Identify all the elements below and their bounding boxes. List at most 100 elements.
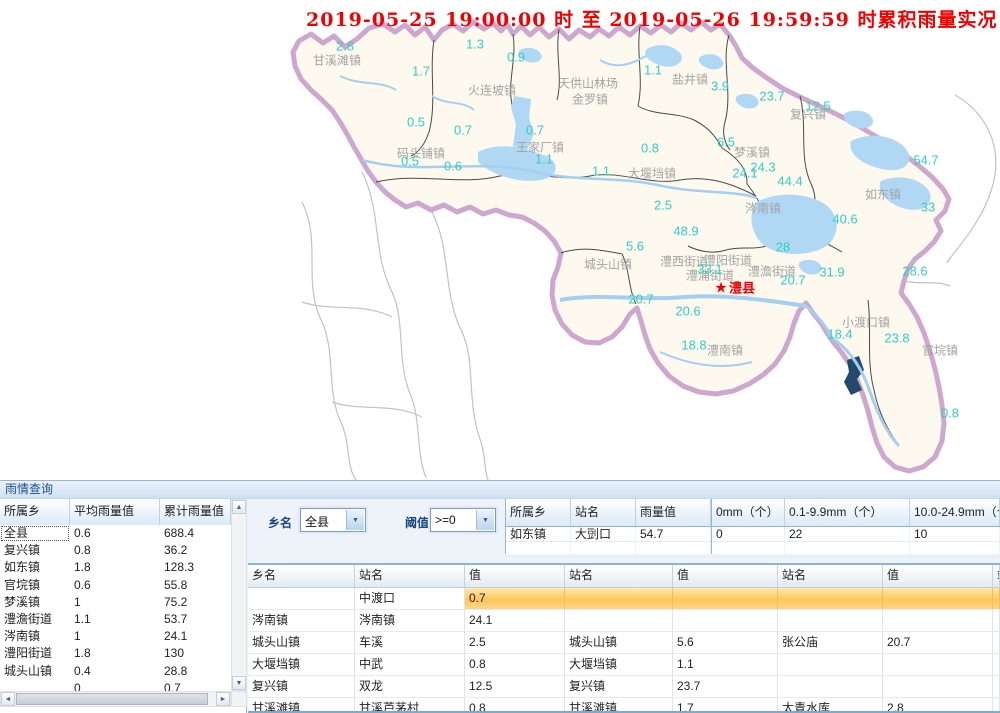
table-row[interactable]: 复兴镇 双龙 12.5 复兴镇 23.7 (248, 676, 1000, 698)
table-cell[interactable]: 城头山镇 (4, 663, 53, 678)
table-row[interactable]: 如东镇 1.8 128.3 (0, 559, 231, 576)
table-row[interactable]: 中渡口 0.7 (248, 588, 1000, 610)
table-cell[interactable]: 0.8 (465, 654, 565, 675)
table-cell[interactable]: 张公庙 (778, 632, 883, 653)
table-cell[interactable] (571, 542, 636, 556)
table-row[interactable]: 官垸镇 0.6 55.8 (0, 577, 231, 594)
table-cell[interactable]: 1 (74, 594, 81, 609)
scroll-right-icon[interactable]: ► (216, 692, 230, 706)
table-cell[interactable]: 如东镇 (4, 560, 41, 575)
table-cell[interactable]: 涔南镇 (355, 610, 465, 631)
table-cell[interactable]: 澧阳街道 (4, 646, 53, 661)
table-cell[interactable]: 澧澹街道 (4, 611, 53, 626)
column-header[interactable]: 0mm（个） (712, 499, 785, 526)
column-header[interactable]: 0.1-9.9mm（个） (785, 499, 910, 526)
table-cell[interactable]: 涔南镇 (248, 610, 355, 631)
table-cell[interactable] (778, 588, 883, 609)
table-cell[interactable]: 128.3 (164, 560, 195, 575)
table-cell[interactable]: 0.7 (164, 680, 181, 691)
table-cell[interactable]: 复兴镇 (4, 543, 41, 558)
table-cell[interactable] (883, 676, 993, 697)
scroll-left-icon[interactable]: ◄ (1, 692, 15, 706)
table-cell[interactable]: 24.1 (465, 610, 565, 631)
table-cell[interactable]: 20.7 (883, 632, 993, 653)
table-cell[interactable]: 0.8 (74, 543, 91, 558)
table-cell[interactable] (506, 542, 571, 556)
table-row[interactable] (712, 542, 1000, 557)
table-row[interactable]: 0 0.7 (0, 680, 231, 691)
table-cell[interactable] (993, 676, 1000, 697)
table-cell[interactable] (778, 654, 883, 675)
table-cell[interactable]: 1.1 (673, 654, 778, 675)
table-cell[interactable]: 甘溪芦茅村 (355, 698, 465, 711)
table-cell[interactable]: 23.7 (673, 676, 778, 697)
table-cell[interactable]: 130 (164, 646, 185, 661)
horizontal-scrollbar[interactable]: ◄ ► (0, 691, 231, 707)
table-row[interactable]: 城头山镇 0.4 28.8 (0, 663, 231, 680)
table-cell[interactable] (636, 542, 711, 556)
table-cell[interactable]: 0.7 (465, 588, 565, 609)
table-cell[interactable]: 0.6 (74, 526, 91, 540)
table-cell[interactable]: 1.8 (74, 560, 91, 575)
max-station-grid[interactable]: 所属乡 站名 雨量值 如东镇 大剅口 54.7 (505, 499, 711, 557)
chevron-down-icon[interactable]: ▼ (476, 510, 494, 530)
column-header[interactable]: 站名 (565, 565, 673, 587)
table-cell[interactable] (883, 654, 993, 675)
table-cell[interactable]: 城头山镇 (565, 632, 673, 653)
table-cell[interactable]: 12.5 (465, 676, 565, 697)
table-cell[interactable]: 1 (74, 629, 81, 644)
table-cell[interactable] (565, 610, 673, 631)
table-cell[interactable] (778, 610, 883, 631)
table-cell[interactable]: 55.8 (164, 577, 188, 592)
scrollbar-thumb[interactable] (16, 693, 208, 705)
table-cell[interactable] (910, 542, 1000, 556)
table-cell[interactable]: 1.7 (673, 698, 778, 711)
table-cell[interactable]: 复兴镇 (248, 676, 355, 697)
table-cell[interactable] (883, 610, 993, 631)
table-cell[interactable]: 城头山镇 (248, 632, 355, 653)
table-cell[interactable]: 官垸镇 (4, 577, 41, 592)
table-cell[interactable]: 复兴镇 (565, 676, 673, 697)
table-cell[interactable]: 0.4 (74, 663, 91, 678)
table-cell[interactable]: 如东镇 (506, 527, 571, 541)
table-cell[interactable]: 大堰垱镇 (565, 654, 673, 675)
table-cell[interactable]: 10 (910, 527, 1000, 541)
township-summary-grid[interactable]: 所属乡 平均雨量值 累计雨量值 全县 0.6 688.4 复兴镇 0.8 36.2 如东镇 1.8… (0, 499, 247, 713)
column-header[interactable]: 站名 (778, 565, 883, 587)
table-cell[interactable]: 28.8 (164, 663, 188, 678)
table-cell[interactable] (248, 588, 355, 609)
table-row[interactable]: 澧澹街道 1.1 53.7 (0, 611, 231, 628)
table-cell[interactable] (565, 588, 673, 609)
table-cell[interactable]: 太青水库 (778, 698, 883, 711)
table-cell[interactable] (993, 698, 1000, 711)
table-cell[interactable]: 2.8 (883, 698, 993, 711)
column-header[interactable]: 值 (883, 565, 993, 587)
table-row[interactable]: 如东镇 大剅口 54.7 (506, 527, 711, 542)
table-cell[interactable]: 54.7 (636, 527, 711, 541)
table-cell[interactable] (673, 610, 778, 631)
table-cell[interactable] (993, 654, 1000, 675)
scroll-down-icon[interactable]: ▼ (232, 676, 246, 690)
table-cell[interactable] (785, 542, 910, 556)
table-cell[interactable]: 0.8 (465, 698, 565, 711)
table-cell[interactable]: 1.8 (74, 646, 91, 661)
table-row[interactable]: 涔南镇 涔南镇 24.1 (248, 610, 1000, 632)
station-detail-grid[interactable]: 乡名站名值站名值站名值站名中渡口0.7涔南镇涔南镇24.1城头山镇车溪2.5城头… (248, 563, 1000, 713)
table-cell[interactable]: 双龙 (355, 676, 465, 697)
threshold-combobox[interactable]: >=0 ▼ (430, 508, 496, 532)
scroll-up-icon[interactable]: ▲ (232, 500, 246, 514)
column-header[interactable]: 所属乡 (0, 499, 70, 525)
table-row[interactable]: 复兴镇 0.8 36.2 (0, 542, 231, 559)
column-header[interactable]: 值 (465, 565, 565, 587)
table-row[interactable]: 甘溪滩镇 甘溪芦茅村 0.8 甘溪滩镇 1.7 太青水库 2.8 (248, 698, 1000, 711)
table-cell[interactable]: 1.1 (74, 611, 91, 626)
column-header[interactable]: 累计雨量值 (160, 499, 231, 525)
table-cell[interactable]: 5.6 (673, 632, 778, 653)
table-cell[interactable]: 大堰垱镇 (248, 654, 355, 675)
column-header[interactable]: 所属乡 (506, 499, 571, 526)
table-cell[interactable] (778, 676, 883, 697)
map-canvas[interactable]: 甘溪滩镇 火连坡镇 天供山林场 金罗镇 盐井镇 复兴镇 码头铺镇 王家厂镇 大堰垱镇 梦溪镇 涔南镇… (0, 0, 1000, 480)
column-header[interactable]: 10.0-24.9mm（个） (910, 499, 1000, 526)
table-row[interactable]: 城头山镇 车溪 2.5 城头山镇 5.6 张公庙 20.7 (248, 632, 1000, 654)
